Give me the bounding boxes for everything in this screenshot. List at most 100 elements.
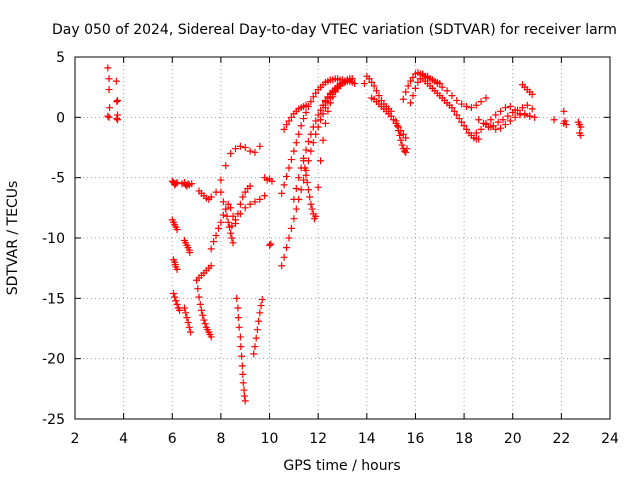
data-point [324, 94, 332, 102]
data-point [261, 192, 269, 200]
data-point [300, 157, 308, 165]
series-23 [360, 72, 395, 115]
data-point [280, 125, 288, 133]
data-point [360, 80, 368, 88]
data-point [438, 83, 446, 91]
data-point [283, 244, 291, 252]
data-point [241, 188, 249, 196]
x-axis-label: GPS time / hours [283, 458, 400, 474]
x-tick-label: 2 [71, 431, 80, 447]
data-point [312, 212, 320, 220]
series-11 [217, 188, 237, 247]
data-point [173, 178, 181, 186]
data-point [528, 90, 536, 98]
series-2 [168, 216, 181, 234]
data-point [256, 195, 264, 203]
data-point [399, 95, 407, 103]
data-point [184, 318, 192, 326]
data-point [433, 80, 441, 88]
data-point [295, 174, 303, 182]
data-point [458, 100, 466, 108]
data-point [326, 99, 334, 107]
data-point [482, 119, 490, 127]
data-point [419, 70, 427, 78]
data-point [319, 110, 327, 118]
data-point [414, 78, 422, 86]
data-point [238, 362, 246, 370]
series-25 [392, 117, 411, 156]
data-point [348, 75, 356, 83]
data-point [173, 300, 181, 308]
data-point [487, 116, 495, 124]
data-point [241, 397, 249, 405]
data-point [188, 180, 196, 188]
data-point [302, 109, 310, 117]
data-point [392, 117, 400, 125]
data-point [217, 218, 225, 226]
y-tick-label: -25 [42, 412, 65, 428]
data-point [285, 164, 293, 172]
data-point [450, 107, 458, 115]
data-point [560, 107, 568, 115]
data-point [492, 125, 500, 133]
x-tick-label: 24 [601, 431, 619, 447]
data-point [172, 180, 180, 188]
data-point [497, 124, 505, 132]
data-point [176, 306, 184, 314]
data-point [267, 240, 275, 248]
data-point [171, 293, 179, 301]
data-point [297, 122, 305, 130]
data-point [239, 193, 247, 201]
data-point [292, 205, 300, 213]
data-point [258, 296, 266, 304]
data-point [257, 302, 265, 310]
data-point [365, 75, 373, 83]
data-point [321, 119, 329, 127]
data-point [229, 239, 237, 247]
series-7 [193, 276, 215, 341]
series-28 [419, 70, 490, 112]
data-point [523, 101, 531, 109]
series-1 [168, 177, 196, 190]
data-point [246, 182, 254, 190]
data-point [169, 290, 177, 298]
data-point [402, 88, 410, 96]
data-point [217, 188, 225, 196]
data-point [475, 135, 483, 143]
data-point [187, 328, 195, 336]
data-point [222, 205, 230, 213]
data-point [303, 178, 311, 186]
data-point [463, 125, 471, 133]
data-point [370, 82, 378, 90]
data-point [290, 195, 298, 203]
data-point [494, 118, 502, 126]
data-point [112, 77, 120, 85]
data-point [285, 117, 293, 125]
data-point [368, 78, 376, 86]
data-point [317, 157, 325, 165]
data-point [238, 352, 246, 360]
x-tick-label: 20 [504, 431, 522, 447]
data-point [504, 112, 512, 120]
data-point [233, 294, 241, 302]
data-point [467, 104, 475, 112]
data-point [236, 333, 244, 341]
data-point [577, 123, 585, 131]
data-point [424, 72, 432, 80]
data-point [290, 147, 298, 155]
data-point [492, 111, 500, 119]
data-point [207, 262, 215, 270]
data-point [550, 116, 558, 124]
data-point [487, 123, 495, 131]
data-point [453, 96, 461, 104]
data-point [393, 122, 401, 130]
data-point [321, 98, 329, 106]
data-point [113, 98, 121, 106]
data-point [428, 76, 436, 84]
data-point [309, 93, 317, 101]
series-18 [278, 75, 349, 197]
data-point [521, 110, 529, 118]
data-point [224, 218, 232, 226]
data-point [251, 198, 259, 206]
data-point [250, 350, 258, 358]
